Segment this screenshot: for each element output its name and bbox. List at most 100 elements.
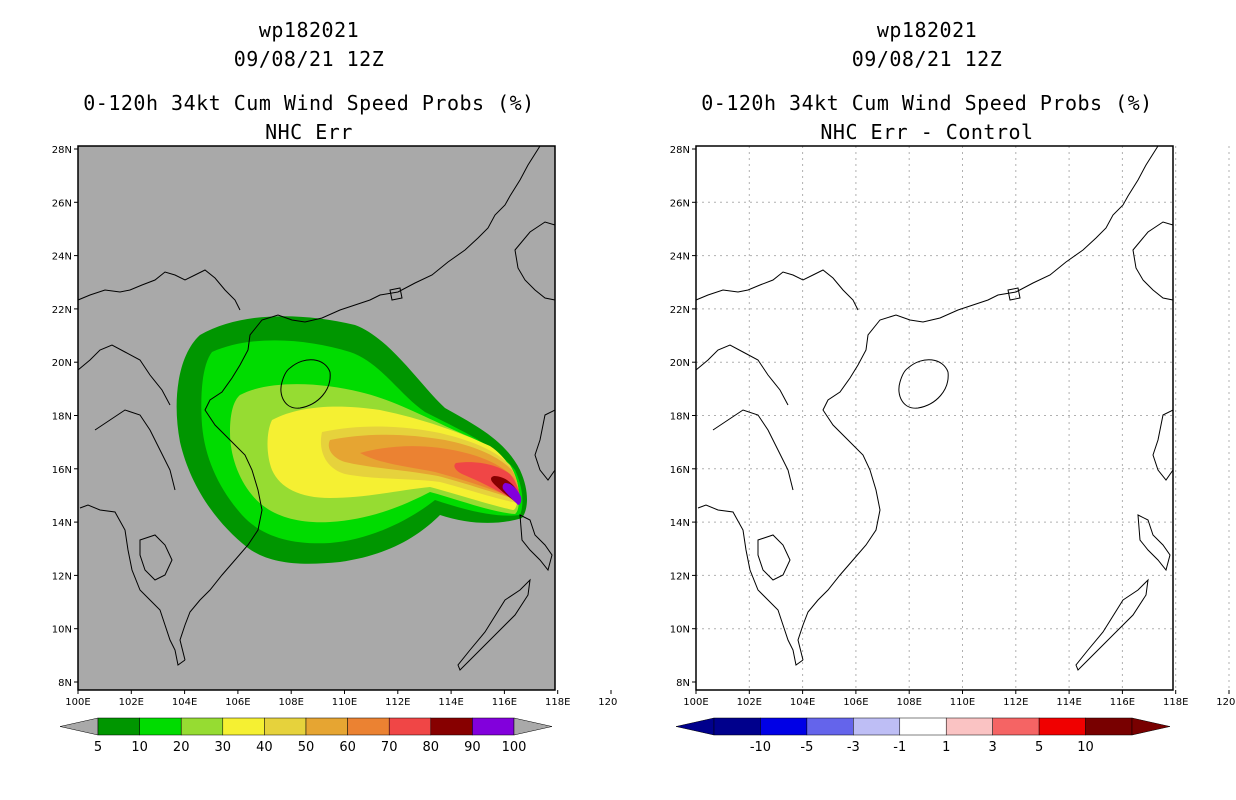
lon-label: 112E: [385, 697, 410, 708]
coastlines: [695, 145, 1174, 671]
lon-label: 118E: [545, 697, 570, 708]
lon-label: 100E: [65, 697, 90, 708]
map-background: [696, 146, 1173, 690]
lat-label: 14N: [670, 518, 690, 529]
colorbar-swatch: [97, 717, 140, 736]
lon-label: 100E: [683, 697, 708, 708]
colorbar-swatch: [1038, 717, 1086, 736]
lon-label: 110E: [950, 697, 975, 708]
left-panel: wp182021 09/08/21 12Z 0-120h 34kt Cum Wi…: [52, 18, 618, 755]
colorbar-label: 30: [215, 740, 232, 755]
colorbar-low-arrow: [675, 717, 715, 736]
prob-contour-60: [360, 446, 519, 500]
colorbar-label: 70: [381, 740, 398, 755]
colorbar-label: -1: [893, 740, 906, 755]
colorbar-high-arrow: [1131, 717, 1171, 736]
probability-swath: [176, 316, 527, 564]
gridlines: [696, 146, 1230, 690]
colorbar-swatch: [222, 717, 265, 736]
lat-label: 24N: [670, 252, 690, 263]
colorbar-label: 3: [989, 740, 997, 755]
colorbar-swatch: [713, 717, 761, 736]
colorbar-swatch: [264, 717, 307, 736]
lat-label: 26N: [52, 198, 72, 209]
lat-label: 10N: [670, 625, 690, 636]
colorbar-swatch: [430, 717, 473, 736]
lat-label: 8N: [58, 678, 72, 689]
lat-label: 24N: [52, 252, 72, 263]
colorbar-label: 20: [173, 740, 190, 755]
right-title-id: wp182021: [876, 18, 978, 42]
lat-axis: 28N 26N 24N 22N 20N 18N 16N 14N 12N 10N 8N: [670, 145, 696, 689]
lat-label: 12N: [670, 571, 690, 582]
lat-label: 16N: [52, 465, 72, 476]
lon-axis: 100E 102E 104E 106E 108E 110E 112E 114E 116E 118E…: [65, 690, 618, 708]
lon-label: 114E: [1056, 697, 1081, 708]
lon-label: 108E: [896, 697, 921, 708]
lat-label: 18N: [52, 412, 72, 423]
lat-label: 26N: [670, 198, 690, 209]
colorbar-label: 1: [942, 740, 950, 755]
prob-contour-90: [502, 483, 522, 505]
colorbar-label: -10: [750, 740, 771, 755]
lat-label: 28N: [670, 145, 690, 156]
lon-label: 102E: [737, 697, 762, 708]
colorbar-label: 40: [256, 740, 273, 755]
colorbar-label: 5: [1035, 740, 1043, 755]
lon-label: 112E: [1003, 697, 1028, 708]
lon-label: 108E: [278, 697, 303, 708]
colorbar-label: -5: [800, 740, 813, 755]
colorbar-swatch: [760, 717, 808, 736]
lat-label: 8N: [676, 678, 690, 689]
colorbar-label: 5: [94, 740, 102, 755]
left-title-id: wp182021: [258, 18, 360, 42]
lon-label: 116E: [492, 697, 517, 708]
colorbar-label: 10: [131, 740, 148, 755]
lon-label: 116E: [1110, 697, 1135, 708]
colorbar-swatch: [305, 717, 348, 736]
lat-label: 12N: [52, 571, 72, 582]
colorbar-label: 90: [464, 740, 481, 755]
colorbar-swatch: [853, 717, 901, 736]
colorbar-swatch: [899, 717, 947, 736]
map-frame: [695, 145, 1174, 691]
colorbar-swatch: [472, 717, 515, 736]
lat-label: 16N: [670, 465, 690, 476]
lon-label: 106E: [843, 697, 868, 708]
lat-label: 18N: [670, 412, 690, 423]
colorbar-swatch: [945, 717, 993, 736]
colorbar-swatch: [347, 717, 390, 736]
lon-label: 114E: [438, 697, 463, 708]
lon-label: 120E: [1216, 697, 1236, 708]
colorbar-swatch: [388, 717, 432, 736]
map-frame: [77, 145, 556, 691]
right-title-product: 0-120h 34kt Cum Wind Speed Probs (%): [701, 91, 1153, 115]
colorbar-swatch: [992, 717, 1040, 736]
lon-label: 120E: [598, 697, 618, 708]
lat-label: 22N: [52, 305, 72, 316]
colorbar-high-arrow: [513, 717, 553, 736]
colorbar-swatch: [1085, 717, 1133, 736]
colorbar-label: 80: [423, 740, 440, 755]
prob-contour-70: [454, 462, 521, 503]
colorbar-label: -3: [847, 740, 860, 755]
lat-axis: 28N 26N 24N 22N 20N 18N 16N 14N 12N 10N 8N: [52, 145, 78, 689]
left-title-date: 09/08/21 12Z: [233, 47, 385, 71]
colorbar-label: 10: [1077, 740, 1094, 755]
lon-axis: 100E 102E 104E 106E 108E 110E 112E 114E 116E 118E…: [683, 690, 1236, 708]
colorbar: -10 -5 -3 -1 1 3 5 10: [675, 717, 1171, 755]
coastlines: [77, 145, 556, 671]
colorbar-label: 60: [339, 740, 356, 755]
colorbar: 5 10 20 30 40 50 60 70 80 90 100: [59, 717, 553, 755]
colorbar-swatch: [180, 717, 224, 736]
colorbar-low-arrow: [59, 717, 99, 736]
lon-label: 104E: [172, 697, 197, 708]
lon-label: 104E: [790, 697, 815, 708]
lon-label: 102E: [119, 697, 144, 708]
right-panel: wp182021 09/08/21 12Z 0-120h 34kt Cum Wi…: [618, 0, 1236, 800]
left-title-sub: NHC Err: [265, 120, 353, 144]
lon-label: 110E: [332, 697, 357, 708]
lat-label: 20N: [52, 358, 72, 369]
